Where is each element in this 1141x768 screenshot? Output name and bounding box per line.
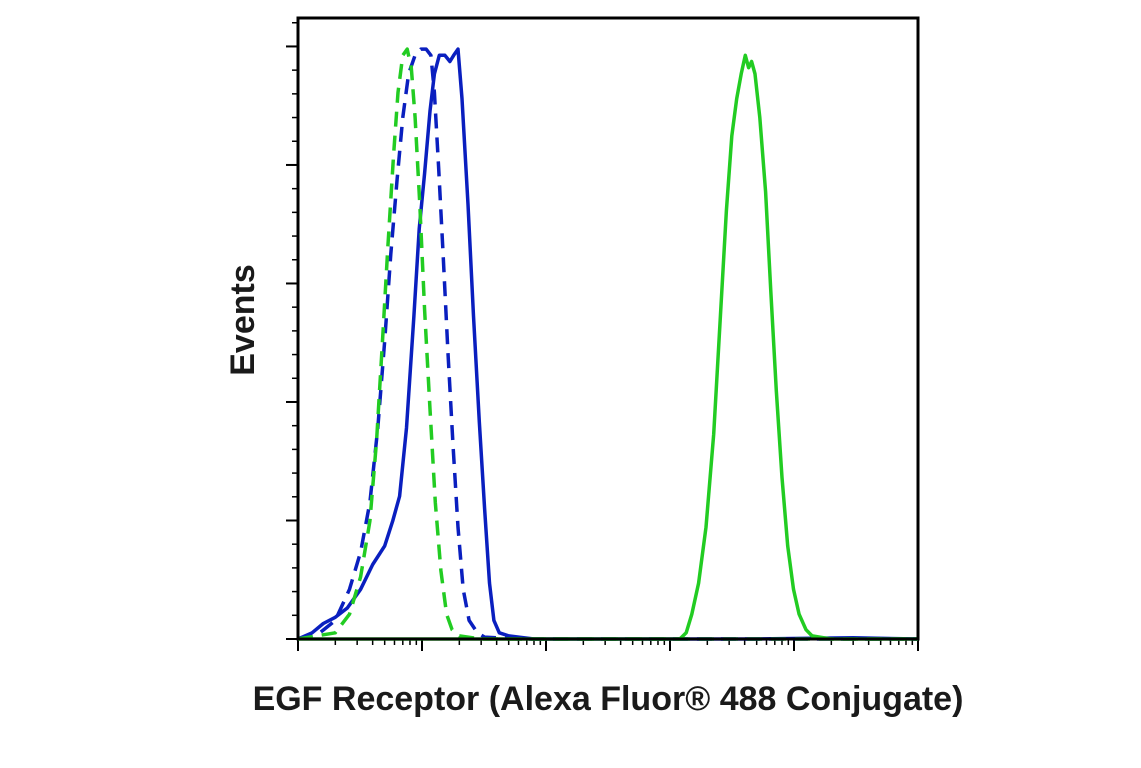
series-layer (297, 47, 919, 641)
series-line-2 (297, 47, 918, 641)
minor-ticks (292, 21, 914, 645)
series-line-4 (298, 53, 918, 641)
major-ticks (286, 45, 919, 651)
y-axis-title: Events (224, 264, 262, 376)
series-line-1 (297, 47, 919, 641)
plot-frame (296, 16, 920, 641)
x-axis-title: EGF Receptor (Alexa Fluor® 488 Conjugate… (253, 680, 964, 718)
series-line-3 (297, 47, 918, 641)
